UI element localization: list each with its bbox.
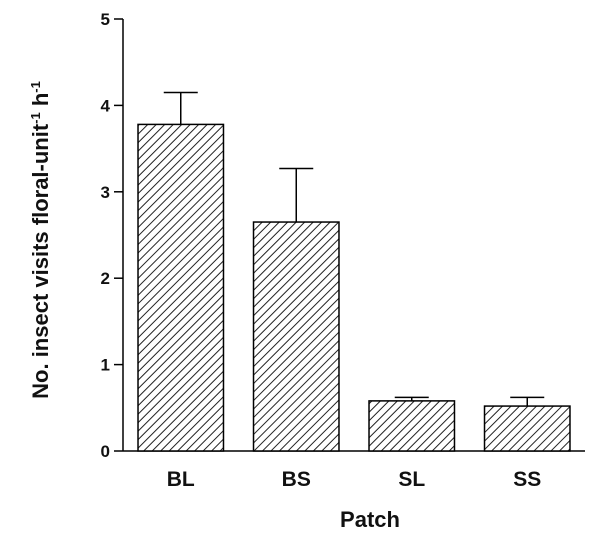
x-axis-title: Patch bbox=[340, 507, 400, 532]
bar-ss bbox=[483, 405, 571, 452]
bars bbox=[137, 123, 571, 452]
y-axis-title: No. insect visits floral-unit-1 h-1 bbox=[28, 81, 53, 399]
bar-bl bbox=[137, 123, 225, 452]
y-tick-label: 4 bbox=[101, 96, 111, 115]
error-bars bbox=[163, 91, 545, 407]
bar-sl bbox=[368, 400, 456, 452]
x-tick-label-ss: SS bbox=[513, 468, 541, 491]
y-tick-label: 0 bbox=[101, 442, 110, 461]
y-axis-title-sup1: -1 bbox=[28, 112, 43, 124]
x-tick-label-bs: BS bbox=[282, 468, 311, 491]
y-tick-label: 1 bbox=[101, 356, 110, 375]
y-tick-label: 2 bbox=[101, 269, 110, 288]
y-axis-title-sup2: -1 bbox=[28, 81, 43, 93]
y-axis-title-main: No. insect visits floral-unit bbox=[28, 123, 53, 399]
x-tick-label-bl: BL bbox=[167, 468, 195, 491]
y-ticks: 0 1 2 3 4 5 bbox=[101, 10, 123, 461]
y-tick-label: 3 bbox=[101, 183, 110, 202]
y-axis-title-mid: h bbox=[28, 93, 53, 113]
x-tick-labels: BL BS SL SS bbox=[167, 468, 542, 491]
bar-bs bbox=[252, 221, 340, 452]
x-tick-label-sl: SL bbox=[398, 468, 425, 491]
y-tick-label: 5 bbox=[101, 10, 110, 29]
